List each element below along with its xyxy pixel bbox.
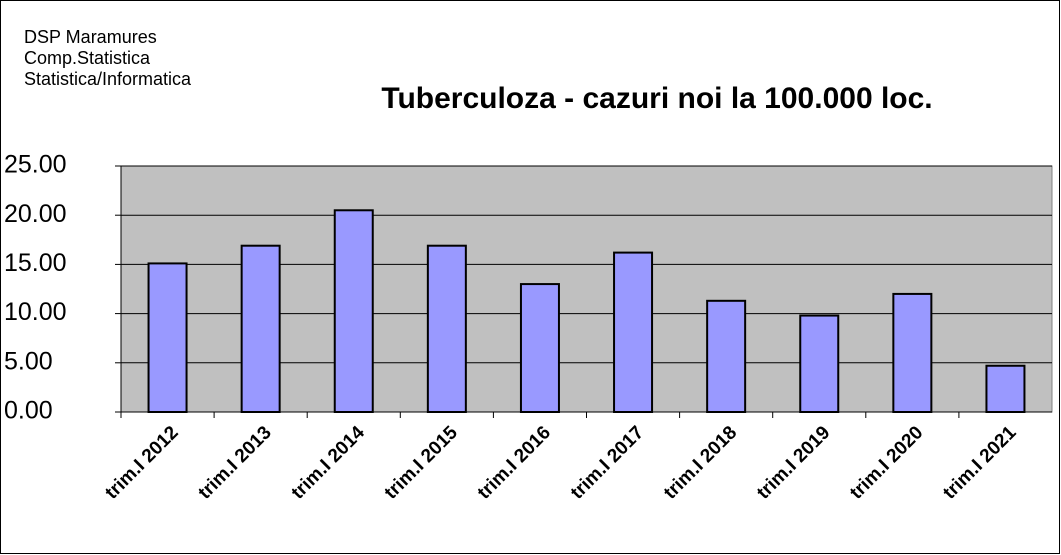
y-tick-label: 25.00 — [4, 151, 67, 179]
header-line: Comp.Statistica — [24, 48, 151, 68]
bar — [333, 209, 374, 413]
y-tick-label: 10.00 — [4, 298, 67, 326]
bar — [892, 292, 933, 414]
bar — [613, 251, 654, 413]
header-line: Statistica/Informatica — [24, 69, 192, 89]
y-tick-label: 20.00 — [4, 200, 67, 228]
y-tick-label: 0.00 — [4, 397, 53, 425]
y-tick-label: 15.00 — [4, 249, 67, 277]
bar — [519, 283, 560, 413]
bar — [240, 244, 281, 413]
bar — [426, 244, 467, 413]
bar — [799, 314, 840, 413]
chart-title: Tuberculoza - cazuri noi la 100.000 loc. — [381, 82, 932, 115]
header-line: DSP Maramures — [24, 27, 157, 47]
bar — [706, 299, 747, 414]
y-tick-label: 5.00 — [4, 347, 53, 375]
bar — [147, 262, 188, 413]
bar — [985, 364, 1026, 414]
